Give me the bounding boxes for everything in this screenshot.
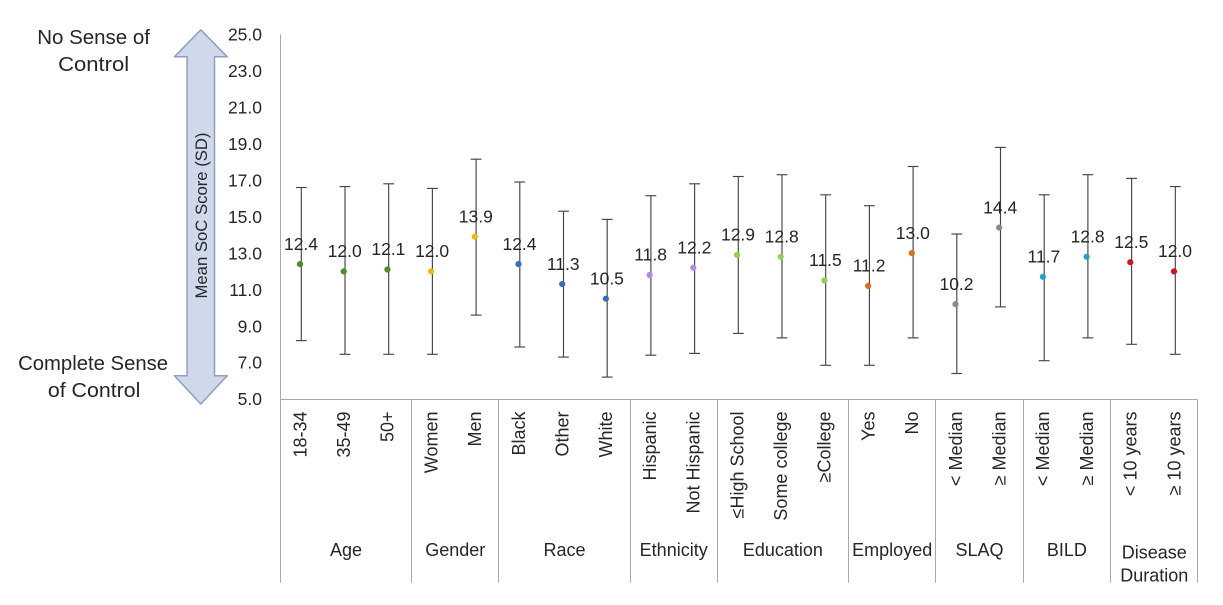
svg-text:≥ Median: ≥ Median — [1077, 412, 1097, 486]
svg-text:Hispanic: Hispanic — [640, 412, 660, 481]
svg-text:14.4: 14.4 — [983, 197, 1017, 217]
svg-text:12.9: 12.9 — [721, 225, 755, 245]
svg-text:11.8: 11.8 — [634, 245, 667, 265]
svg-text:21.0: 21.0 — [228, 97, 262, 117]
svg-text:19.0: 19.0 — [228, 134, 262, 154]
svg-text:17.0: 17.0 — [228, 170, 262, 190]
svg-text:SLAQ: SLAQ — [955, 540, 1003, 560]
svg-text:11.0: 11.0 — [229, 280, 262, 300]
svg-text:Race: Race — [543, 540, 585, 560]
svg-text:Men: Men — [465, 412, 485, 447]
svg-text:13.0: 13.0 — [228, 243, 262, 263]
svg-text:12.4: 12.4 — [502, 234, 536, 254]
svg-text:of Control: of Control — [48, 379, 141, 402]
svg-text:Education: Education — [743, 540, 823, 560]
svg-text:12.4: 12.4 — [284, 234, 318, 254]
svg-text:11.3: 11.3 — [547, 254, 580, 274]
svg-text:11.5: 11.5 — [809, 250, 842, 270]
svg-text:12.1: 12.1 — [371, 239, 405, 259]
svg-text:< Median: < Median — [946, 412, 966, 487]
svg-text:12.8: 12.8 — [765, 227, 799, 247]
svg-text:Control: Control — [58, 53, 129, 76]
svg-text:Ethnicity: Ethnicity — [640, 540, 708, 560]
svg-text:Gender: Gender — [425, 540, 485, 560]
svg-text:Duration: Duration — [1120, 565, 1188, 585]
svg-text:Age: Age — [330, 540, 362, 560]
svg-text:12.5: 12.5 — [1114, 232, 1148, 252]
svg-text:12.0: 12.0 — [415, 241, 449, 261]
svg-text:10.5: 10.5 — [590, 268, 624, 288]
svg-text:11.7: 11.7 — [1028, 247, 1061, 267]
svg-text:50+: 50+ — [378, 412, 398, 443]
svg-text:10.2: 10.2 — [939, 274, 973, 294]
svg-text:White: White — [596, 412, 616, 458]
svg-text:Disease: Disease — [1122, 542, 1187, 562]
svg-text:18-34: 18-34 — [290, 412, 310, 458]
svg-text:Complete Sense: Complete Sense — [18, 352, 168, 375]
svg-text:12.2: 12.2 — [677, 237, 711, 257]
svg-text:Yes: Yes — [858, 412, 878, 441]
svg-text:Other: Other — [553, 412, 573, 457]
svg-text:Women: Women — [421, 412, 441, 474]
svg-text:13.0: 13.0 — [896, 223, 930, 243]
svg-text:12.8: 12.8 — [1071, 227, 1105, 247]
svg-text:< 10 years: < 10 years — [1121, 412, 1141, 497]
svg-text:Black: Black — [509, 411, 529, 456]
svg-text:12.0: 12.0 — [1158, 241, 1192, 261]
svg-text:≥ 10 years: ≥ 10 years — [1164, 412, 1184, 496]
svg-text:12.0: 12.0 — [328, 241, 362, 261]
svg-text:≥College: ≥College — [815, 412, 835, 483]
svg-text:23.0: 23.0 — [228, 61, 262, 81]
svg-text:No Sense of: No Sense of — [37, 26, 150, 49]
svg-text:13.9: 13.9 — [459, 206, 493, 226]
svg-text:Some college: Some college — [771, 412, 791, 521]
svg-text:Employed: Employed — [852, 540, 932, 560]
svg-text:7.0: 7.0 — [238, 353, 263, 373]
svg-text:No: No — [902, 412, 922, 435]
svg-text:Mean SoC Score (SD): Mean SoC Score (SD) — [192, 133, 211, 299]
svg-text:11.2: 11.2 — [853, 256, 886, 276]
svg-text:≤High School: ≤High School — [727, 412, 747, 519]
svg-text:35-49: 35-49 — [334, 412, 354, 458]
svg-text:25.0: 25.0 — [228, 25, 262, 45]
svg-text:Not Hispanic: Not Hispanic — [684, 412, 704, 514]
svg-text:≥ Median: ≥ Median — [990, 412, 1010, 486]
svg-text:< Median: < Median — [1033, 412, 1053, 487]
svg-text:9.0: 9.0 — [238, 316, 263, 336]
svg-text:BILD: BILD — [1047, 540, 1087, 560]
svg-text:5.0: 5.0 — [238, 389, 263, 409]
svg-text:15.0: 15.0 — [228, 207, 262, 227]
